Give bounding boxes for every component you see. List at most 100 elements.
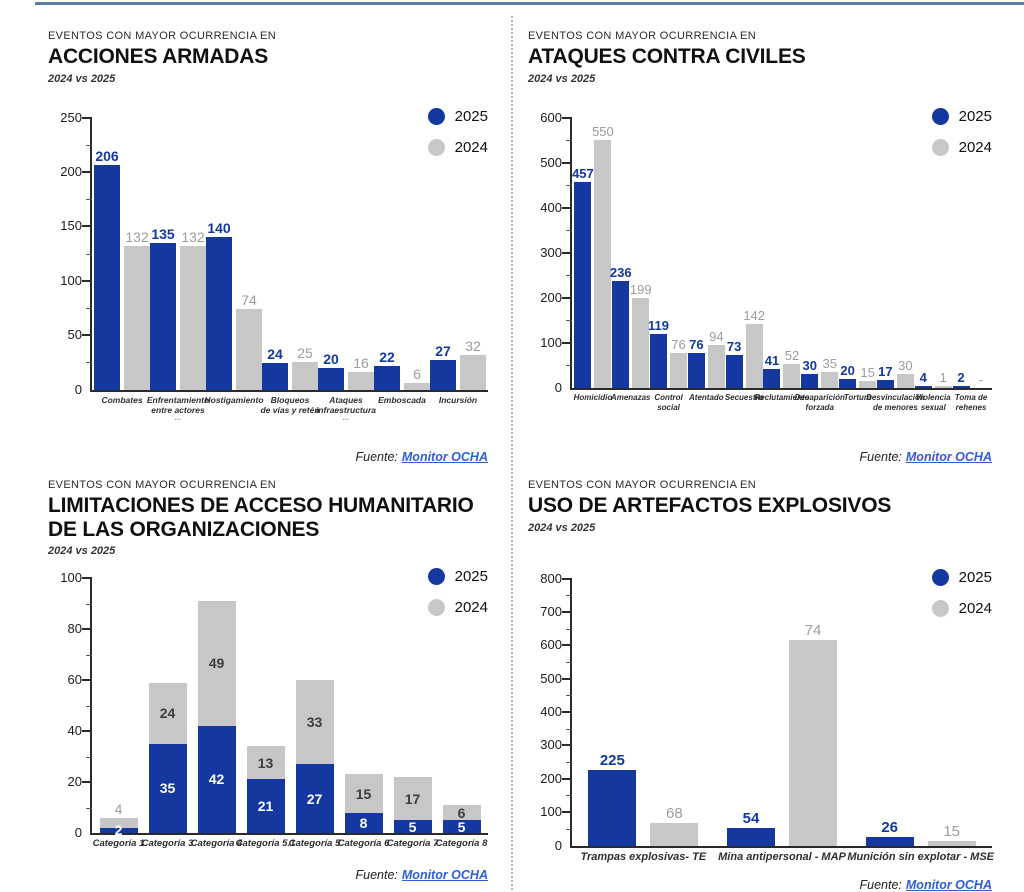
y-axis-label: 100 <box>60 570 82 586</box>
tick-mark <box>82 116 92 119</box>
bar-column-2025: 206 <box>94 118 120 390</box>
x-axis-label: Secuestro <box>724 392 764 402</box>
plot-area: 457 550 Homicidio 236 199 Amenazas 119 76 Contro… <box>540 110 992 412</box>
bar-segment-2025: 27 <box>295 764 334 834</box>
chart-acciones-armadas: EVENTOS CON MAYOR OCURRENCIA EN ACCIONES… <box>0 6 512 470</box>
tick-mark <box>562 677 572 680</box>
y-axis-label: 100 <box>540 334 562 350</box>
stacked-bar: 24 35 <box>148 578 187 834</box>
y-axis-label: 0 <box>74 825 82 841</box>
value-label-2025: 54 <box>742 809 760 827</box>
value-label-2024: 25 <box>297 345 313 362</box>
y-axis-label: 200 <box>540 770 562 786</box>
bar-column-2025: 457 <box>572 118 594 388</box>
bar-segment-2024: 17 <box>393 776 432 821</box>
category-group: 457 550 Homicidio <box>572 118 614 402</box>
source-link[interactable]: Monitor OCHA <box>401 868 488 882</box>
bar-column-2025: 20 <box>318 118 344 390</box>
bar-column-2024: 76 <box>670 118 688 388</box>
chart-subtitle: 2024 vs 2025 <box>48 72 116 85</box>
bar-2024 <box>292 362 318 390</box>
chart-subtitle: 2024 vs 2025 <box>528 521 596 534</box>
category-group: 140 74 Hostigamiento <box>204 118 263 404</box>
value-label-2024: 4 <box>114 800 123 817</box>
bar-column-2024: 52 <box>783 118 801 388</box>
value-label-2025: 140 <box>207 220 231 237</box>
tick-mark <box>82 628 92 631</box>
bar-segment-2025: 42 <box>197 725 236 834</box>
bar-2025 <box>687 353 705 388</box>
chart-title: USO DE ARTEFACTOS EXPLOSIVOS <box>528 494 892 517</box>
tick-mark <box>562 577 572 580</box>
legend-item-2024: 2024 <box>427 138 488 156</box>
chart-title: ACCIONES ARMADAS <box>48 45 269 68</box>
tick-mark <box>82 577 92 580</box>
bar-2024 <box>783 364 801 388</box>
bar-2024 <box>789 639 837 846</box>
tick-mark <box>82 679 92 682</box>
bar-segment-2025: 21 <box>246 779 285 834</box>
category-group: 73 142 Secuestro <box>725 118 765 402</box>
bar-2025 <box>763 369 781 388</box>
bar-column-2024: 1 <box>934 118 952 388</box>
bar-column-2024: 68 <box>650 579 699 846</box>
category-group: 15 8 Categoría 6 <box>338 578 389 849</box>
bar-segment-2024: 33 <box>295 680 334 765</box>
x-axis-label: Mina antipersonal - MAP <box>718 850 846 863</box>
bar-segment-2024: 6 <box>442 804 481 821</box>
category-group: 76 94 Atentado <box>687 118 725 402</box>
value-label-2025: 17 <box>878 363 893 379</box>
y-axis-label: 200 <box>60 163 82 179</box>
bar-2024 <box>404 383 430 390</box>
category-group: 4 2 Categoría 1 <box>93 578 145 849</box>
tick-mark <box>86 705 92 707</box>
source-line: Fuente: Monitor OCHA <box>860 450 993 464</box>
x-axis-label: Categoría 4 <box>190 838 243 850</box>
source-link[interactable]: Monitor OCHA <box>905 878 992 892</box>
x-axis-label: Categoría 7 <box>386 838 439 850</box>
bar-2024 <box>594 140 612 388</box>
source-link[interactable]: Monitor OCHA <box>905 450 992 464</box>
tick-mark <box>566 795 572 797</box>
value-label-2024: 68 <box>665 804 683 822</box>
value-label-2025: 27 <box>435 343 451 360</box>
chart-subtitle: 2024 vs 2025 <box>528 72 596 85</box>
stacked-bar: 49 42 <box>197 578 236 834</box>
tick-mark <box>566 365 572 367</box>
category-group: 2- Toma de rehenes <box>952 118 990 412</box>
bar-2025 <box>206 237 232 390</box>
value-label-2024: 32 <box>465 337 481 354</box>
chart-title: LIMITACIONES DE ACCESO HUMANITARIO DE LA… <box>48 494 474 541</box>
bar-column-2024: 15 <box>859 118 877 388</box>
bar-2025 <box>801 374 819 388</box>
tick-mark <box>566 695 572 697</box>
tick-mark <box>566 828 572 830</box>
y-axis-label: 500 <box>540 670 562 686</box>
value-label-2024: 76 <box>671 337 686 353</box>
chart-legend: 2025 2024 <box>427 107 488 156</box>
legend-item-2024: 2024 <box>427 599 488 617</box>
bar-column-2024: 199 <box>630 118 652 388</box>
bar-2025 <box>865 836 914 846</box>
y-axis-label: 100 <box>60 272 82 288</box>
x-axis-label: Ataques infraestructura… <box>316 394 376 420</box>
category-group: 20 16 Ataques infraestructura… <box>316 118 376 420</box>
source-link[interactable]: Monitor OCHA <box>401 450 488 464</box>
value-label-2024: 132 <box>181 228 205 245</box>
value-label-2024: 30 <box>898 358 913 374</box>
bar-column-2024: - <box>973 118 990 388</box>
tick-mark <box>562 644 572 647</box>
plot-wrapper: 2025 2024 206 132 Combates 135 132 Enfrentamie… <box>48 107 488 420</box>
tick-mark <box>566 595 572 597</box>
y-axis-label: 250 <box>60 109 82 125</box>
y-axis-label: 60 <box>67 672 82 688</box>
plot-wrapper: 2025 2024 457 550 Homicidio 236 199 Amenazas 11… <box>528 107 992 412</box>
chart-legend: 2025 2024 <box>931 107 992 156</box>
category-group: 49 42 Categoría 4 <box>191 578 242 849</box>
y-axis-label: 80 <box>67 621 82 637</box>
bar-column-2025: 135 <box>150 118 176 390</box>
source-line: Fuente: Monitor OCHA <box>860 878 993 892</box>
